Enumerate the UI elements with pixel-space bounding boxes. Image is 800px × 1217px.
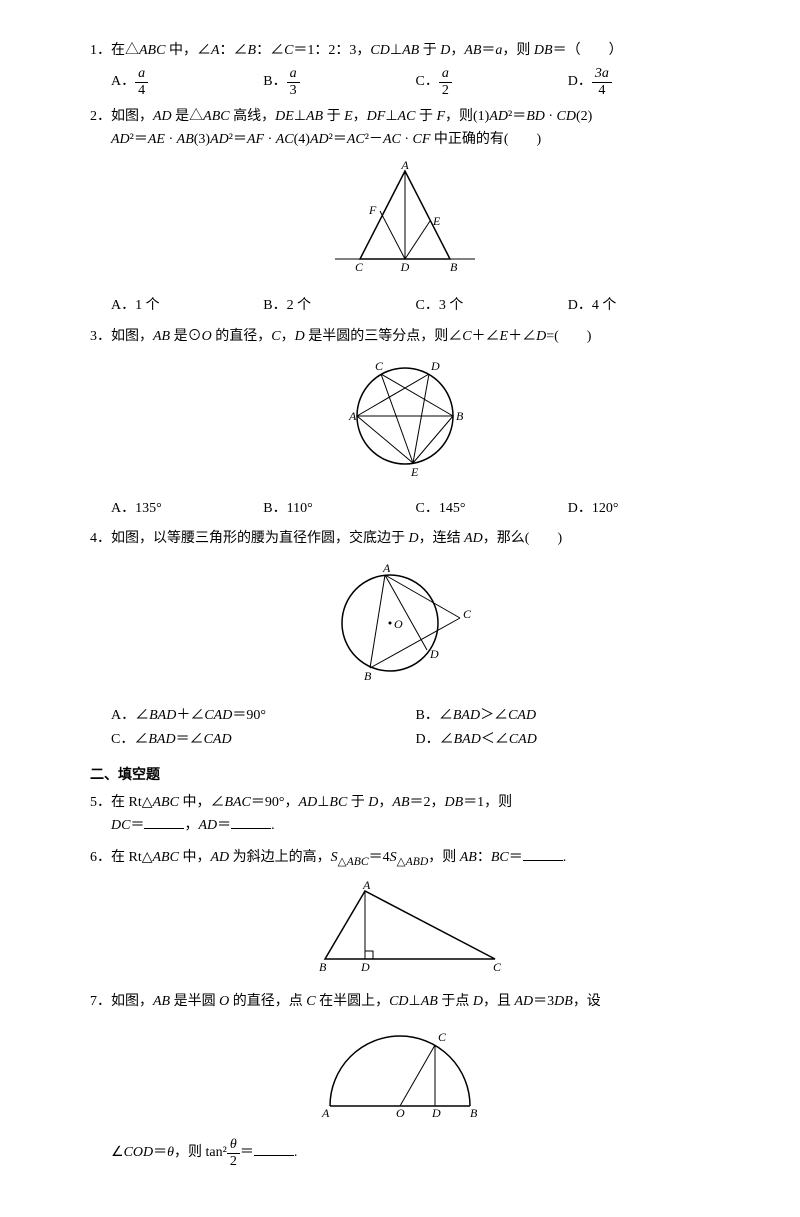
- svg-text:A: A: [321, 1106, 330, 1120]
- q1-options: A．a4 B．a3 C．a2 D．3a4: [90, 66, 720, 98]
- blank-input[interactable]: [254, 1141, 294, 1156]
- svg-text:D: D: [431, 1106, 441, 1120]
- opt-d: D．120°: [568, 498, 720, 520]
- svg-text:D: D: [400, 260, 410, 274]
- frac-d: 3a4: [592, 66, 612, 98]
- q3-text: 3．如图，AB 是⊙O 的直径，C，D 是半圆的三等分点，则∠C＋∠E＋∠D=(…: [90, 326, 720, 348]
- svg-text:D: D: [430, 359, 440, 373]
- opt-b: B．∠BAD＞∠CAD: [416, 705, 721, 727]
- blank-input[interactable]: [523, 846, 563, 861]
- opt-d: D．∠BAD＜∠CAD: [416, 729, 721, 751]
- opt-a: A．∠BAD＋∠CAD＝90°: [111, 705, 416, 727]
- opt-b: B．a3: [263, 66, 415, 98]
- q-num: 5．: [90, 795, 111, 810]
- svg-text:A: A: [362, 879, 371, 892]
- svg-text:B: B: [470, 1106, 478, 1120]
- opt-d: D．4 个: [568, 295, 720, 317]
- svg-text:F: F: [368, 203, 377, 217]
- q2-options: A．1 个 B．2 个 C．3 个 D．4 个: [90, 295, 720, 317]
- frac-theta: θ2: [227, 1137, 240, 1169]
- opt-a: A．135°: [111, 498, 263, 520]
- svg-text:A: A: [348, 409, 357, 423]
- q5-text: 5．在 Rt△ABC 中，∠BAC＝90°，AD⊥BC 于 D，AB＝2，DB＝…: [90, 792, 720, 838]
- frac-b: a3: [287, 66, 300, 98]
- q1-text: 1．在△ABC 中，∠A：∠B：∠C＝1：2：3，CD⊥AB 于 D，AB＝a，…: [90, 40, 720, 62]
- q2-figure: A C B D F E: [90, 159, 720, 287]
- svg-text:D: D: [360, 960, 370, 974]
- frac-c: a2: [439, 66, 452, 98]
- svg-text:B: B: [319, 960, 327, 974]
- svg-text:D: D: [429, 647, 439, 661]
- q-num: 6．: [90, 850, 111, 865]
- opt-a: A．a4: [111, 66, 263, 98]
- frac-a: a4: [135, 66, 148, 98]
- svg-text:O: O: [396, 1106, 405, 1120]
- svg-text:E: E: [432, 214, 441, 228]
- opt-c: C．∠BAD＝∠CAD: [111, 729, 416, 751]
- q7-text: 7．如图，AB 是半圆 O 的直径，点 C 在半圆上，CD⊥AB 于点 D，且 …: [90, 991, 720, 1013]
- q-num: 7．: [90, 994, 111, 1009]
- q4-text: 4．如图，以等腰三角形的腰为直径作圆，交底边于 D，连结 AD，那么( ): [90, 528, 720, 550]
- q6-figure: A B C D: [90, 879, 720, 982]
- svg-text:A: A: [400, 159, 409, 172]
- svg-text:B: B: [450, 260, 458, 274]
- q7-figure: A B C D O: [90, 1021, 720, 1129]
- svg-text:B: B: [456, 409, 464, 423]
- opt-b: B．110°: [263, 498, 415, 520]
- svg-text:B: B: [364, 669, 372, 683]
- opt-c: C．145°: [416, 498, 568, 520]
- question-1: 1．在△ABC 中，∠A：∠B：∠C＝1：2：3，CD⊥AB 于 D，AB＝a，…: [90, 40, 720, 98]
- q2-text: 2．如图，AD 是△ABC 高线，DE⊥AB 于 E，DF⊥AC 于 F，则(1…: [90, 106, 720, 151]
- q3-options: A．135° B．110° C．145° D．120°: [90, 498, 720, 520]
- circle-star-icon: A B C D E: [335, 356, 475, 481]
- q3-figure: A B C D E: [90, 356, 720, 489]
- semicircle-icon: A B C D O: [310, 1021, 500, 1121]
- svg-text:C: C: [375, 359, 384, 373]
- question-3: 3．如图，AB 是⊙O 的直径，C，D 是半圆的三等分点，则∠C＋∠E＋∠D=(…: [90, 326, 720, 520]
- isoceles-circle-icon: A B C D O: [330, 558, 480, 688]
- q-num: 4．: [90, 531, 111, 546]
- triangle-with-altitudes-icon: A C B D F E: [325, 159, 485, 279]
- question-6: 6．在 Rt△ABC 中，AD 为斜边上的高，S△ABC＝4S△ABD，则 AB…: [90, 846, 720, 983]
- q-num: 3．: [90, 329, 111, 344]
- opt-a: A．1 个: [111, 295, 263, 317]
- opt-b: B．2 个: [263, 295, 415, 317]
- svg-text:C: C: [438, 1030, 447, 1044]
- svg-text:O: O: [394, 617, 403, 631]
- svg-text:C: C: [493, 960, 502, 974]
- opt-d: D．3a4: [568, 66, 720, 98]
- q7-line2: ∠COD＝θ，则 tan²θ2＝.: [90, 1137, 720, 1169]
- blank-input[interactable]: [144, 814, 184, 829]
- svg-text:C: C: [463, 607, 472, 621]
- question-7: 7．如图，AB 是半圆 O 的直径，点 C 在半圆上，CD⊥AB 于点 D，且 …: [90, 991, 720, 1170]
- blank-input[interactable]: [231, 814, 271, 829]
- question-5: 5．在 Rt△ABC 中，∠BAC＝90°，AD⊥BC 于 D，AB＝2，DB＝…: [90, 792, 720, 838]
- q-num: 1．: [90, 43, 111, 58]
- q4-options: A．∠BAD＋∠CAD＝90° B．∠BAD＞∠CAD C．∠BAD＝∠CAD …: [90, 705, 720, 754]
- svg-text:A: A: [382, 561, 391, 575]
- question-2: 2．如图，AD 是△ABC 高线，DE⊥AB 于 E，DF⊥AC 于 F，则(1…: [90, 106, 720, 318]
- q4-figure: A B C D O: [90, 558, 720, 696]
- q-num: 2．: [90, 109, 111, 124]
- q6-text: 6．在 Rt△ABC 中，AD 为斜边上的高，S△ABC＝4S△ABD，则 AB…: [90, 846, 720, 871]
- opt-c: C．3 个: [416, 295, 568, 317]
- svg-text:C: C: [355, 260, 364, 274]
- section-2-heading: 二、填空题: [90, 765, 720, 787]
- right-triangle-altitude-icon: A B C D: [305, 879, 505, 974]
- question-4: 4．如图，以等腰三角形的腰为直径作圆，交底边于 D，连结 AD，那么( ) A …: [90, 528, 720, 754]
- opt-c: C．a2: [416, 66, 568, 98]
- svg-text:E: E: [410, 465, 419, 479]
